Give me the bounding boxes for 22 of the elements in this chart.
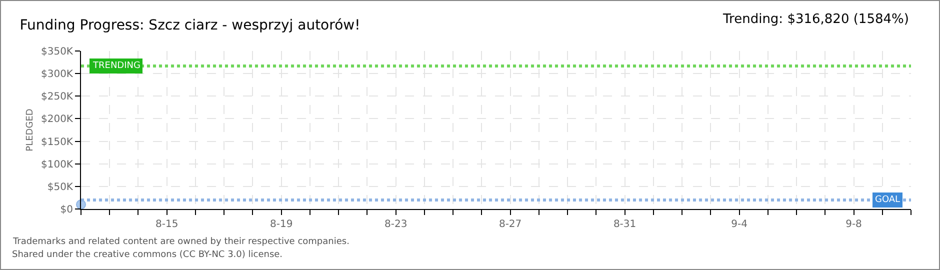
chart-title: Funding Progress: Szcz ciarz - wesprzyj autorów! [20,18,360,34]
text: Trending: $316,820 (1584%) [722,12,909,27]
x-tick-label: 8-19 [270,219,293,230]
y-axis-title: PLEDGED [25,108,36,152]
x-tick-label: 8-23 [384,219,408,230]
x-tick-label: 8-15 [156,219,178,230]
y-tick-label: $350K [40,46,74,58]
y-tick-label: $250K [40,92,74,103]
text: Trademarks and related content are owned by their respective companies. [12,237,350,247]
ref-line-label: GOAL [875,195,900,205]
y-tick-label: $0 [60,204,73,216]
text: Shared under the creative commons (CC BY-NC 3.0) license. [12,250,283,260]
x-tick-label: 8-31 [613,219,636,230]
y-tick-label: $50K [47,182,74,193]
y-tick-label: $100K [40,159,74,170]
y-tick-label: $200K [40,114,74,126]
x-tick-label: 9-4 [731,219,748,230]
x-tick-label: 9-8 [846,219,862,230]
y-tick-label: $300K [40,69,74,80]
x-tick-label: 8-27 [498,219,522,230]
y-tick-label: $150K [40,136,74,148]
ref-line-label: TRENDING [92,61,140,71]
